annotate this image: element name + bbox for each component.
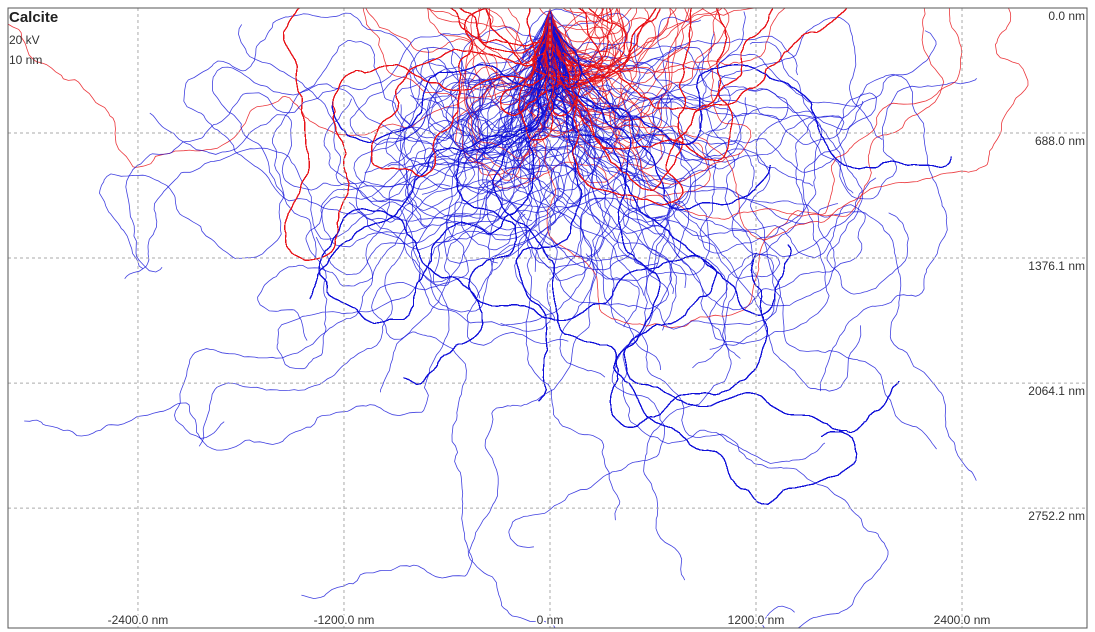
chart-title: Calcite (9, 9, 58, 26)
x-tick-label: -1200.0 nm (314, 613, 375, 627)
x-tick-label: 1200.0 nm (728, 613, 785, 627)
annotation: 20 kV (9, 33, 40, 47)
y-tick-label: 688.0 nm (1035, 134, 1085, 148)
chart: 0.0 nm 688.0 nm 1376.1 nm 2064.1 nm 2752.2 n… (0, 0, 1095, 632)
annotation: 10 nm (9, 53, 42, 67)
x-tick-label: 2400.0 nm (934, 613, 991, 627)
y-tick-label: 0.0 nm (1048, 9, 1085, 23)
y-tick-label: 2064.1 nm (1028, 384, 1085, 398)
background (0, 0, 1095, 632)
page: {"chart_data": {"type": "trajectory", "t… (0, 0, 1095, 632)
x-tick-label: 0 nm (537, 613, 564, 627)
y-tick-label: 2752.2 nm (1028, 509, 1085, 523)
x-tick-label: -2400.0 nm (108, 613, 169, 627)
y-tick-label: 1376.1 nm (1028, 259, 1085, 273)
